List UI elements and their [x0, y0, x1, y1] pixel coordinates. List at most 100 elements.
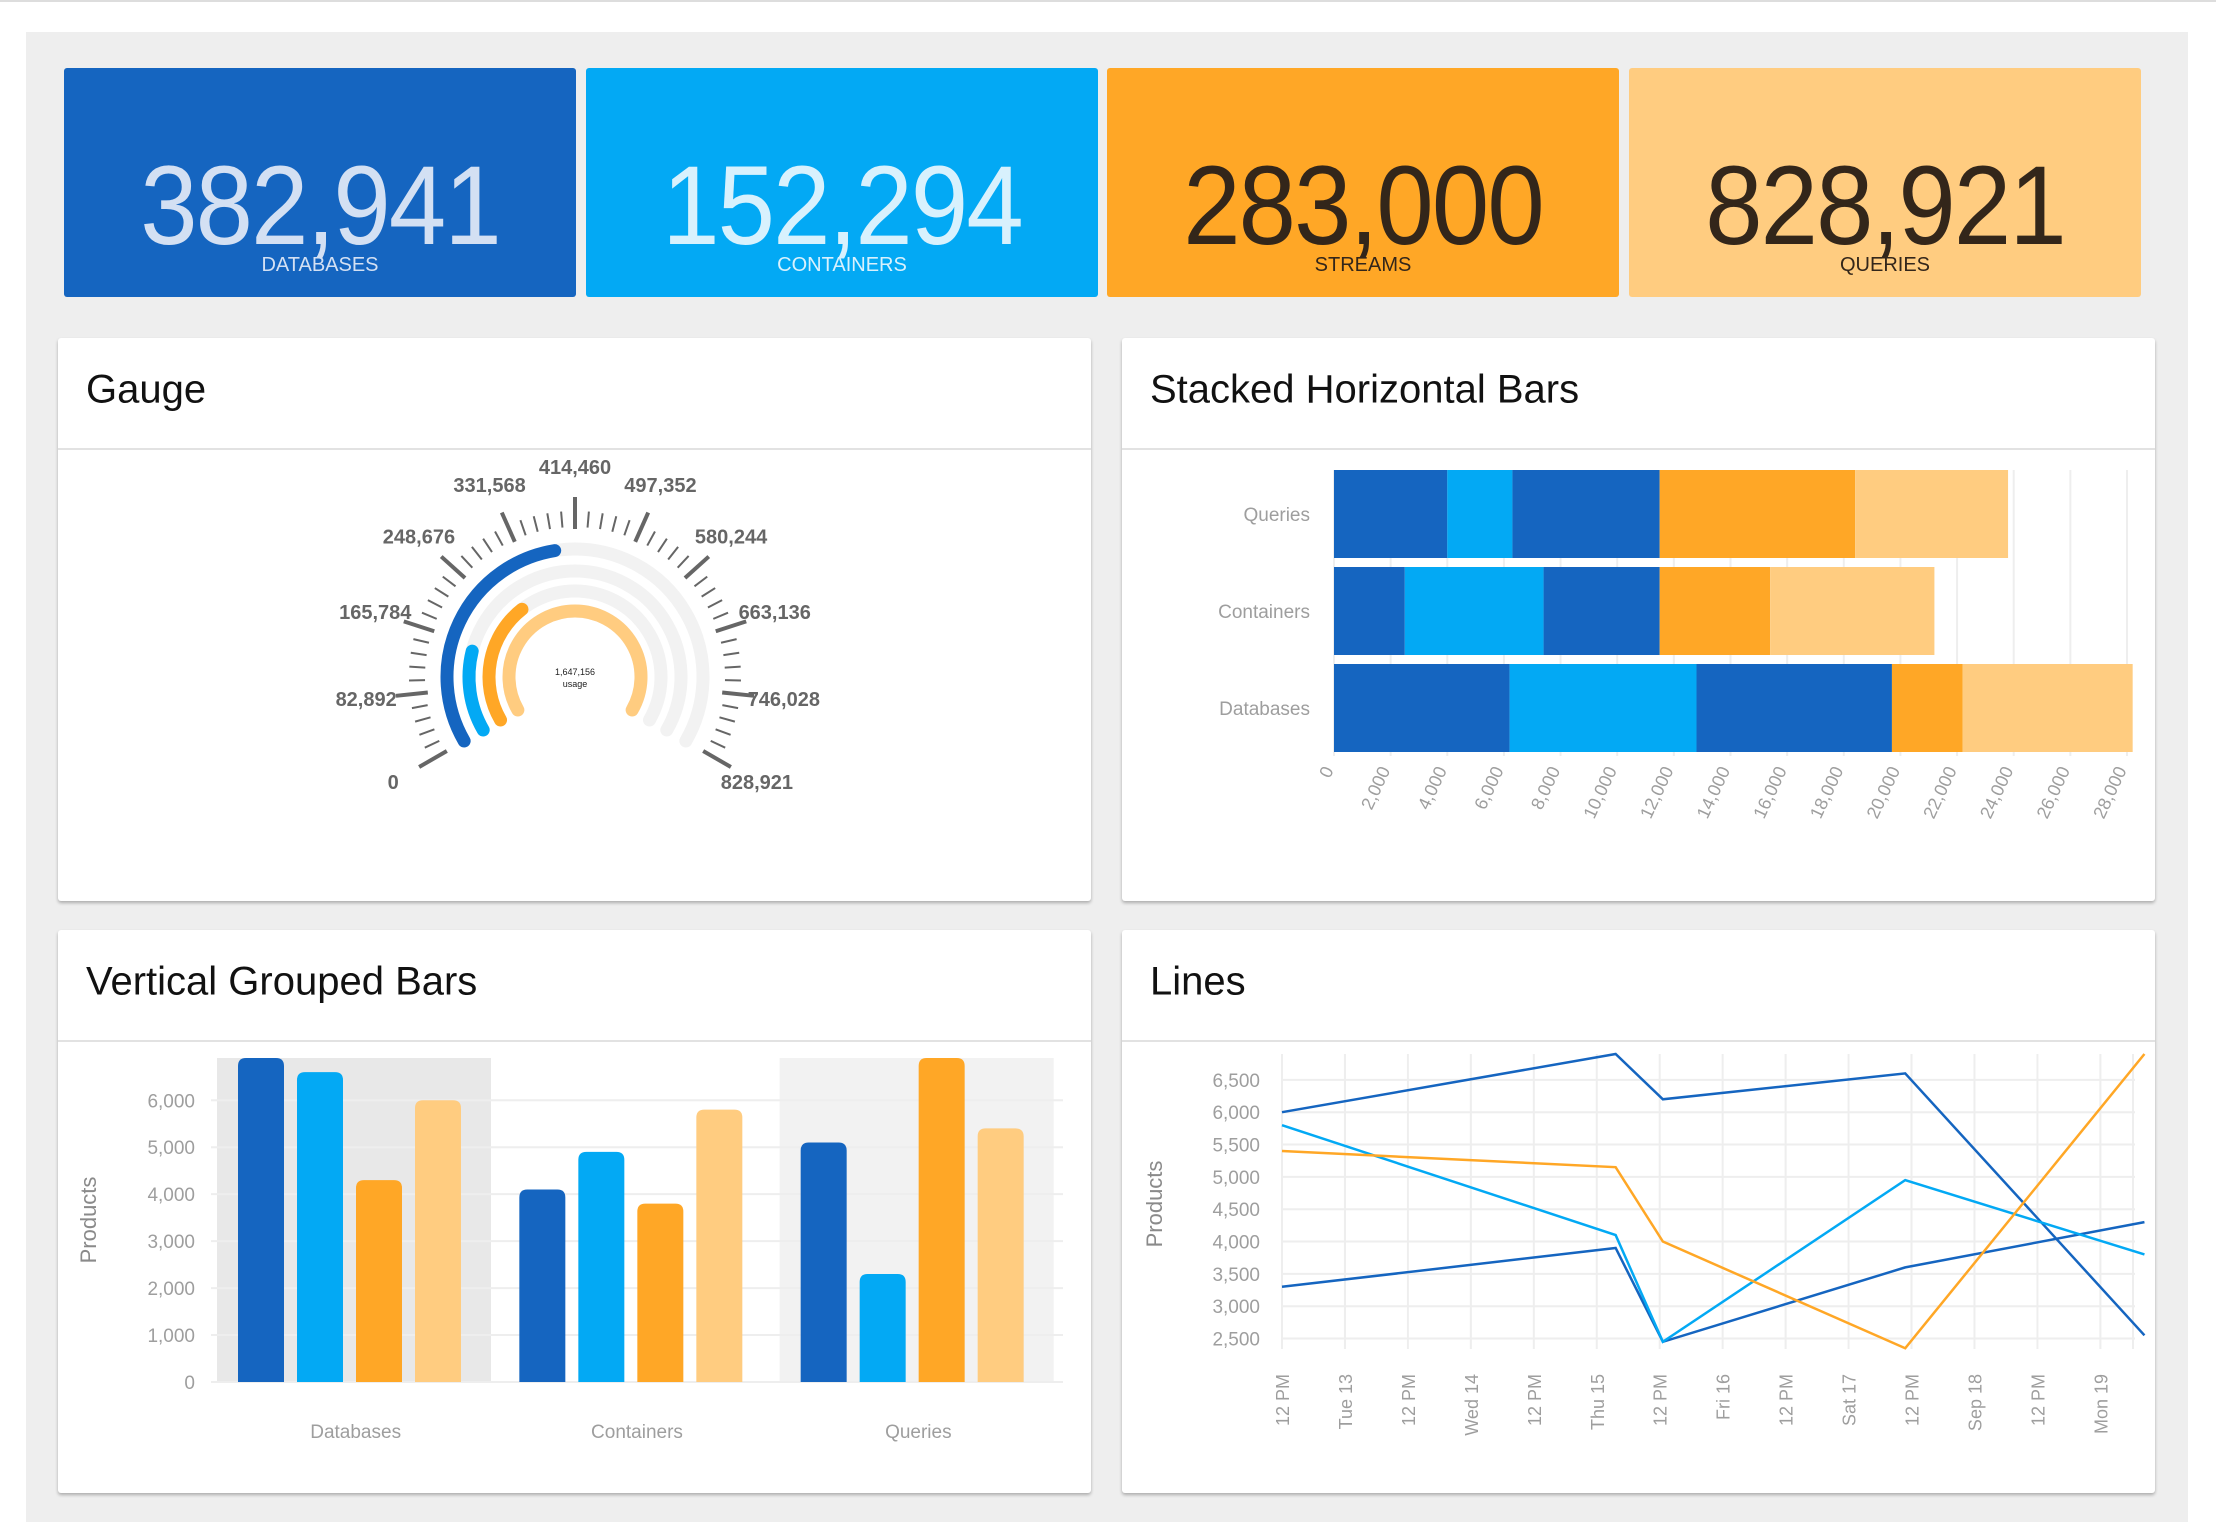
- stacked-bar-segment: [1512, 470, 1660, 558]
- gauge-tick-label: 828,921: [721, 772, 793, 794]
- gauge-tick-label: 746,028: [748, 689, 820, 711]
- gauge-minor-tick: [657, 538, 668, 553]
- y-tick-label: 6,500: [1212, 1071, 1260, 1092]
- y-tick-label: 6,000: [147, 1091, 195, 1112]
- gauge-minor-tick: [482, 538, 493, 553]
- stat-value: 283,000: [1183, 143, 1544, 268]
- y-tick-label: 6,000: [1212, 1103, 1260, 1124]
- y-tick-label: 5,000: [147, 1138, 195, 1159]
- grouped-bar: [859, 1274, 906, 1382]
- y-tick-label: 5,000: [1212, 1168, 1260, 1189]
- y-tick-label: 5,500: [1212, 1136, 1260, 1157]
- x-tick-label: Sep 18: [1965, 1374, 1985, 1431]
- x-tick-label: 22,000: [1919, 763, 1960, 821]
- x-tick-label: 8,000: [1527, 763, 1564, 812]
- gauge-major-tick: [439, 555, 467, 580]
- stacked-bar-segment: [1543, 567, 1660, 655]
- y-tick-label: 4,500: [1212, 1200, 1260, 1221]
- stacked-bar-segment: [1770, 567, 1935, 655]
- vbar-chart-area: 0 1,000 2,000 3,000 4,000 5,000 6,000 Products D…: [58, 1044, 1091, 1493]
- grouped-bar: [696, 1109, 743, 1382]
- y-tick-label: 1,000: [147, 1326, 195, 1347]
- stacked-bar-segment: [1659, 470, 1856, 558]
- gauge-arc-containers: [462, 644, 490, 737]
- gauge-minor-tick: [599, 513, 604, 530]
- stat-tile-streams[interactable]: 283,000 STREAMS: [1107, 68, 1619, 297]
- x-tick-label: 12 PM: [2028, 1374, 2048, 1426]
- x-tick-label: Sat 17: [1840, 1374, 1860, 1426]
- x-tick-label: 10,000: [1579, 763, 1620, 821]
- gauge-center-label: usage: [563, 679, 588, 689]
- gauge-tick-label: 165,784: [339, 602, 412, 624]
- x-tick-label: Mon 19: [2091, 1374, 2111, 1434]
- x-tick-label: 12 PM: [1651, 1374, 1671, 1426]
- gauge-minor-tick: [667, 546, 679, 561]
- gauge-major-tick: [702, 749, 732, 769]
- x-tick-label: 28,000: [2089, 763, 2130, 821]
- lines-card: Lines 12 PM Tue 13 12 PM Wed 14 12 PM Thu 15 1…: [1122, 930, 2155, 1493]
- stacked-bar-segment: [1334, 567, 1405, 655]
- hbar-chart-area: 0 2,000 4,000 6,000 8,000 10,000 12,000 14,000 1…: [1122, 452, 2155, 901]
- card-header: Gauge: [58, 338, 1091, 450]
- x-tick-label: 12 PM: [1399, 1374, 1419, 1426]
- gauge-minor-tick: [623, 519, 631, 536]
- y-tick-label: 3,000: [147, 1232, 195, 1253]
- gauge-major-tick: [499, 511, 517, 543]
- y-tick-label: 4,000: [1212, 1233, 1260, 1254]
- gauge-minor-tick: [701, 587, 716, 598]
- x-tick-label: 14,000: [1693, 763, 1734, 821]
- gauge-major-tick: [403, 619, 435, 634]
- stacked-horizontal-bars-card: Stacked Horizontal Bars 0 2,000 4,000 6,000…: [1122, 338, 2155, 901]
- gauge-chart: 0 82,892 165,784 248,676 331,568 414,460 497,3…: [336, 457, 820, 794]
- gauge-minor-tick: [413, 638, 430, 644]
- category-label: Queries: [1243, 505, 1310, 526]
- gauge-minor-tick: [411, 704, 428, 710]
- x-tick-label: 12 PM: [1777, 1374, 1797, 1426]
- top-border: [0, 0, 2216, 2]
- gauge-minor-tick: [546, 513, 551, 530]
- stacked-bar-segment: [1891, 664, 1963, 752]
- gauge-minor-tick: [693, 575, 708, 588]
- grouped-bar: [800, 1142, 847, 1382]
- gauge-minor-tick: [419, 728, 435, 736]
- x-tick-label: 12 PM: [1273, 1374, 1293, 1426]
- x-tick-label: 24,000: [1976, 763, 2017, 821]
- grouped-bar: [297, 1072, 343, 1382]
- gauge-minor-tick: [442, 575, 457, 588]
- stat-label: STREAMS: [1314, 254, 1412, 276]
- stacked-bar-segment: [1334, 470, 1448, 558]
- x-tick-label: 26,000: [2033, 763, 2074, 821]
- grouped-bar: [918, 1058, 965, 1382]
- stat-tile-queries[interactable]: 828,921 QUERIES: [1629, 68, 2141, 297]
- gauge-tick-label: 248,676: [383, 526, 455, 548]
- x-tick-label: 12,000: [1636, 763, 1677, 821]
- x-category-label: Databases: [310, 1422, 401, 1443]
- stat-value: 382,941: [140, 143, 501, 268]
- stacked-horizontal-bar-chart: 0 2,000 4,000 6,000 8,000 10,000 12,000 14,000 1…: [1218, 470, 2133, 822]
- gauge-minor-tick: [719, 716, 736, 723]
- gauge-minor-tick: [722, 704, 739, 710]
- gauge-minor-tick: [421, 611, 438, 620]
- y-tick-label: 0: [184, 1373, 195, 1394]
- grouped-bar: [238, 1058, 284, 1382]
- stacked-bar-segment: [1855, 470, 2009, 558]
- gauge-minor-tick: [611, 515, 618, 532]
- gauge-minor-tick: [676, 555, 690, 569]
- x-tick-label: Fri 16: [1714, 1374, 1734, 1420]
- gauge-major-tick: [715, 619, 747, 634]
- x-tick-label: 18,000: [1806, 763, 1847, 821]
- stat-tile-containers[interactable]: 152,294 CONTAINERS: [586, 68, 1098, 297]
- card-header: Vertical Grouped Bars: [58, 930, 1091, 1042]
- x-tick-label: 6,000: [1470, 763, 1507, 812]
- card-header: Lines: [1122, 930, 2155, 1042]
- stat-tile-databases[interactable]: 382,941 DATABASES: [64, 68, 576, 297]
- stacked-bar-segment: [1962, 664, 2133, 752]
- gauge-minor-tick: [586, 511, 590, 528]
- x-tick-label: 2,000: [1357, 763, 1394, 812]
- gauge-minor-tick: [560, 511, 564, 528]
- gauge-minor-tick: [414, 716, 431, 723]
- card-title: Gauge: [86, 367, 207, 412]
- stacked-bar-segment: [1659, 567, 1771, 655]
- card-title: Vertical Grouped Bars: [86, 959, 478, 1004]
- lines-chart-area: 12 PM Tue 13 12 PM Wed 14 12 PM Thu 15 12 PM Fr…: [1122, 1044, 2155, 1493]
